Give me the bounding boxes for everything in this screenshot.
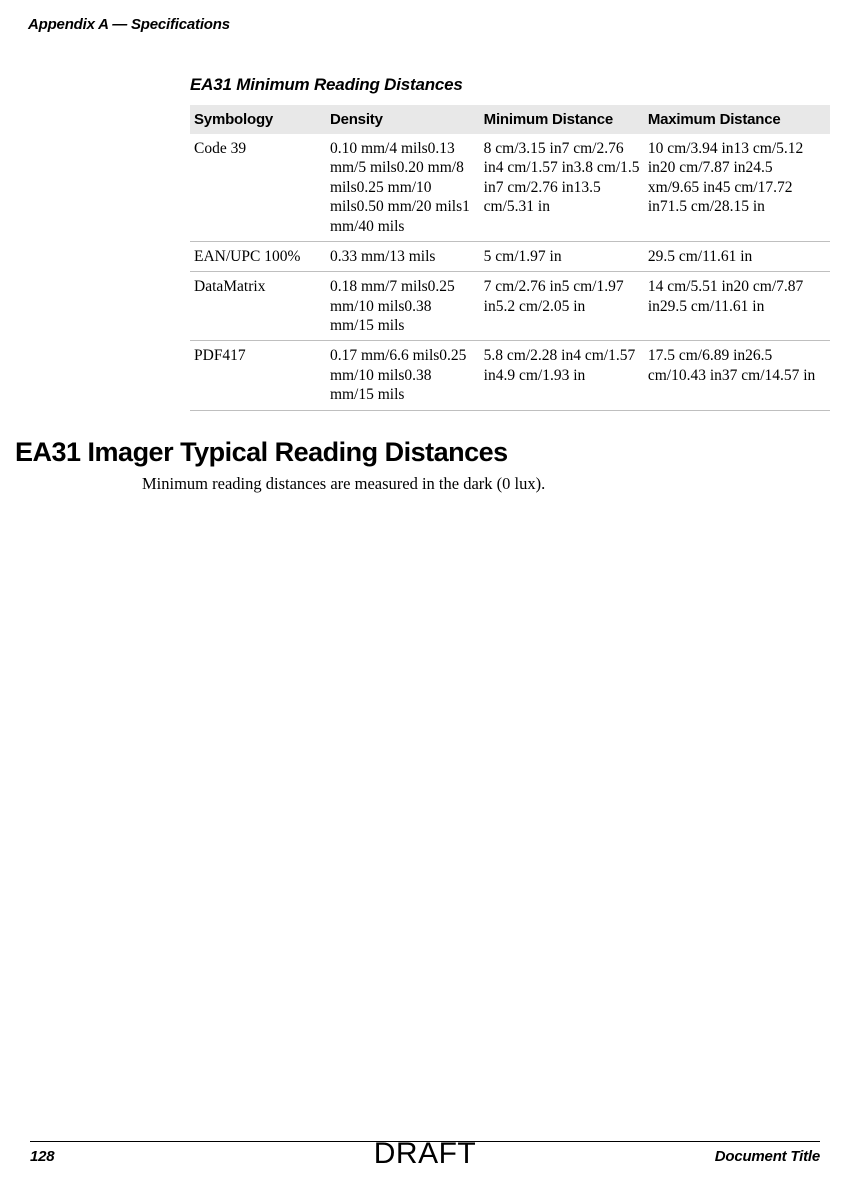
- reading-distances-table: Symbology Density Minimum Distance Maxim…: [190, 105, 830, 411]
- section-heading: EA31 Imager Typical Reading Distances: [15, 437, 830, 468]
- page: Appendix A — Specifications EA31 Minimum…: [0, 0, 850, 1185]
- col-header-min: Minimum Distance: [480, 105, 644, 134]
- cell-symbology: Code 39: [190, 134, 326, 241]
- cell-symbology: DataMatrix: [190, 272, 326, 341]
- cell-max: 14 cm/5.51 in20 cm/7.87 in29.5 cm/11.61 …: [644, 272, 830, 341]
- cell-max: 29.5 cm/11.61 in: [644, 241, 830, 271]
- footer-row: 128 Document Title: [30, 1148, 820, 1165]
- footer-rule: [30, 1141, 820, 1142]
- cell-min: 7 cm/2.76 in5 cm/1.97 in5.2 cm/2.05 in: [480, 272, 644, 341]
- cell-density: 0.33 mm/13 mils: [326, 241, 480, 271]
- cell-symbology: EAN/UPC 100%: [190, 241, 326, 271]
- col-header-max: Maximum Distance: [644, 105, 830, 134]
- doc-title: Document Title: [715, 1148, 820, 1165]
- cell-min: 5 cm/1.97 in: [480, 241, 644, 271]
- page-number: 128: [30, 1148, 54, 1165]
- table-row: PDF417 0.17 mm/6.6 mils0.25 mm/10 mils0.…: [190, 341, 830, 410]
- content-area: EA31 Minimum Reading Distances Symbology…: [190, 75, 830, 494]
- table-row: EAN/UPC 100% 0.33 mm/13 mils 5 cm/1.97 i…: [190, 241, 830, 271]
- cell-density: 0.10 mm/4 mils0.13 mm/5 mils0.20 mm/8 mi…: [326, 134, 480, 241]
- cell-density: 0.17 mm/6.6 mils0.25 mm/10 mils0.38 mm/1…: [326, 341, 480, 410]
- cell-density: 0.18 mm/7 mils0.25 mm/10 mils0.38 mm/15 …: [326, 272, 480, 341]
- table-row: DataMatrix 0.18 mm/7 mils0.25 mm/10 mils…: [190, 272, 830, 341]
- col-header-density: Density: [326, 105, 480, 134]
- table-row: Code 39 0.10 mm/4 mils0.13 mm/5 mils0.20…: [190, 134, 830, 241]
- running-header: Appendix A — Specifications: [28, 16, 230, 33]
- col-header-symbology: Symbology: [190, 105, 326, 134]
- section-body: Minimum reading distances are measured i…: [142, 474, 830, 494]
- cell-symbology: PDF417: [190, 341, 326, 410]
- cell-min: 5.8 cm/2.28 in4 cm/1.57 in4.9 cm/1.93 in: [480, 341, 644, 410]
- table-caption: EA31 Minimum Reading Distances: [190, 75, 830, 95]
- cell-max: 10 cm/3.94 in13 cm/5.12 in20 cm/7.87 in2…: [644, 134, 830, 241]
- page-footer: 128 Document Title: [0, 1141, 850, 1165]
- table-header-row: Symbology Density Minimum Distance Maxim…: [190, 105, 830, 134]
- cell-max: 17.5 cm/6.89 in26.5 cm/10.43 in37 cm/14.…: [644, 341, 830, 410]
- cell-min: 8 cm/3.15 in7 cm/2.76 in4 cm/1.57 in3.8 …: [480, 134, 644, 241]
